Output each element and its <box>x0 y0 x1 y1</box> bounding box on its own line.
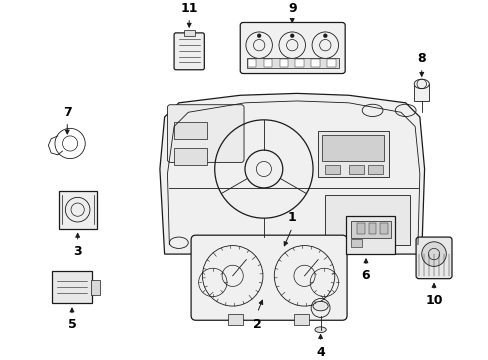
Text: 7: 7 <box>63 106 71 119</box>
Bar <box>174 148 207 165</box>
Bar <box>326 59 335 67</box>
Bar <box>368 223 376 234</box>
Bar <box>183 30 195 36</box>
Bar <box>279 59 287 67</box>
Bar <box>350 221 390 238</box>
Circle shape <box>257 34 261 37</box>
Bar <box>322 135 383 161</box>
Bar <box>325 195 409 245</box>
Ellipse shape <box>312 301 327 311</box>
Text: 6: 6 <box>361 269 369 282</box>
Bar <box>317 131 388 176</box>
Bar <box>348 165 364 174</box>
Circle shape <box>290 34 293 37</box>
FancyBboxPatch shape <box>240 22 345 73</box>
Bar <box>325 165 340 174</box>
FancyBboxPatch shape <box>346 216 394 254</box>
Bar <box>263 59 272 67</box>
Ellipse shape <box>314 327 325 333</box>
FancyBboxPatch shape <box>59 191 96 229</box>
Bar <box>413 84 428 101</box>
FancyBboxPatch shape <box>191 235 346 320</box>
Bar <box>295 59 304 67</box>
Text: 4: 4 <box>316 346 325 359</box>
Text: 10: 10 <box>425 294 442 307</box>
Ellipse shape <box>413 79 428 89</box>
Circle shape <box>323 34 326 37</box>
Bar <box>357 223 364 234</box>
Bar <box>246 58 338 68</box>
Text: 9: 9 <box>287 2 296 15</box>
Text: 11: 11 <box>180 2 198 15</box>
Text: 3: 3 <box>73 245 82 258</box>
Text: 8: 8 <box>417 52 425 65</box>
FancyBboxPatch shape <box>167 105 244 162</box>
PathPatch shape <box>160 93 424 254</box>
Text: 2: 2 <box>252 318 261 331</box>
Bar <box>350 239 362 247</box>
FancyBboxPatch shape <box>52 271 92 303</box>
Text: 5: 5 <box>67 318 76 331</box>
Bar <box>379 223 387 234</box>
Bar <box>247 59 256 67</box>
Bar <box>348 233 386 241</box>
Bar <box>91 280 100 295</box>
Bar <box>311 59 319 67</box>
FancyBboxPatch shape <box>415 237 451 279</box>
Bar <box>227 314 243 325</box>
FancyBboxPatch shape <box>174 33 204 70</box>
Bar <box>174 122 207 139</box>
Bar <box>367 165 382 174</box>
Bar <box>293 314 308 325</box>
Text: 1: 1 <box>287 211 296 224</box>
Circle shape <box>421 242 446 266</box>
